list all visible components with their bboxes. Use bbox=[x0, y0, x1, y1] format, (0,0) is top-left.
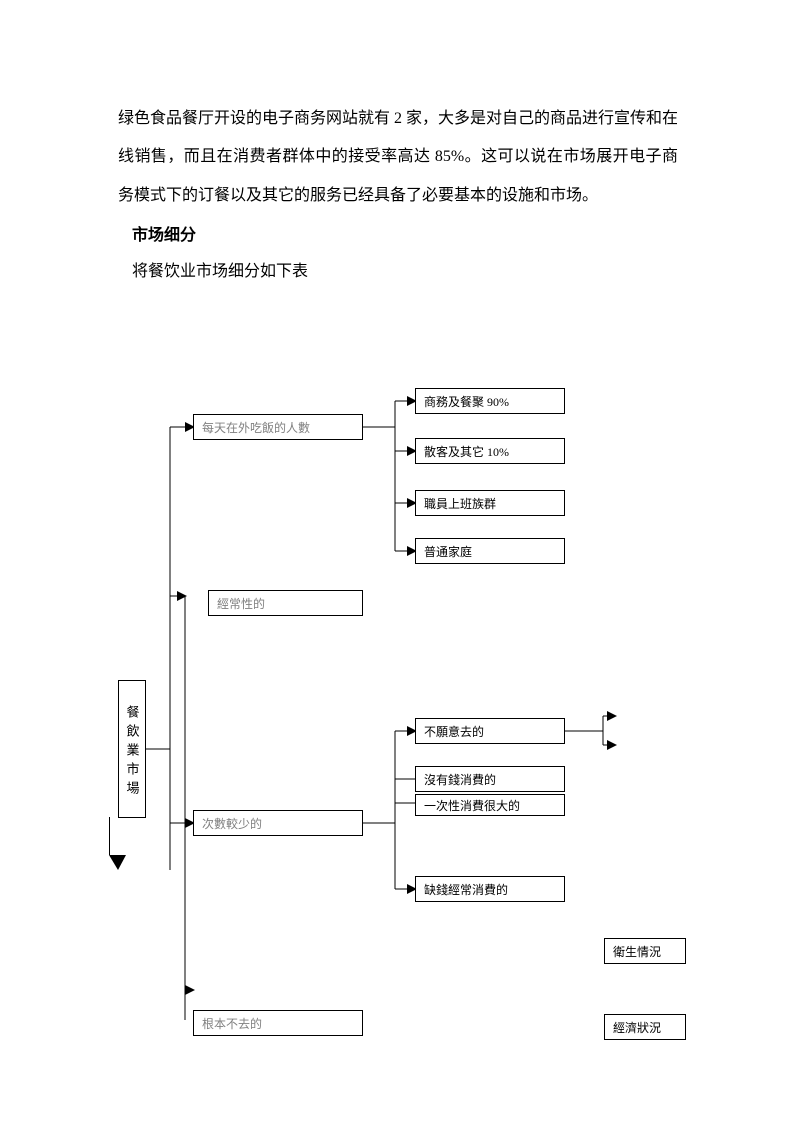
diagram-node: 普通家庭 bbox=[415, 538, 565, 564]
diagram-node: 經濟狀況 bbox=[604, 1014, 686, 1040]
diagram-node: 次數較少的 bbox=[193, 810, 363, 836]
diagram-node: 不願意去的 bbox=[415, 718, 565, 744]
diagram-node: 商務及餐聚 90% bbox=[415, 388, 565, 414]
diagram-node: 散客及其它 10% bbox=[415, 438, 565, 464]
diagram-node: 每天在外吃飯的人數 bbox=[193, 414, 363, 440]
diagram-root-node: 餐飲業市場 bbox=[118, 680, 146, 818]
diagram-node: 衛生情況 bbox=[604, 938, 686, 964]
diagram-node: 根本不去的 bbox=[193, 1010, 363, 1036]
diagram-node: 缺錢經常消費的 bbox=[415, 876, 565, 902]
market-segmentation-diagram: 餐飲業市場 每天在外吃飯的人數 商務及餐聚 90% 散客及其它 10% 職員上班族群普… bbox=[0, 0, 794, 1123]
diagram-node: 沒有錢消費的 bbox=[415, 766, 565, 792]
diagram-node: 經常性的 bbox=[208, 590, 363, 616]
diagram-node: 一次性消費很大的 bbox=[415, 794, 565, 816]
diagram-node: 職員上班族群 bbox=[415, 490, 565, 516]
